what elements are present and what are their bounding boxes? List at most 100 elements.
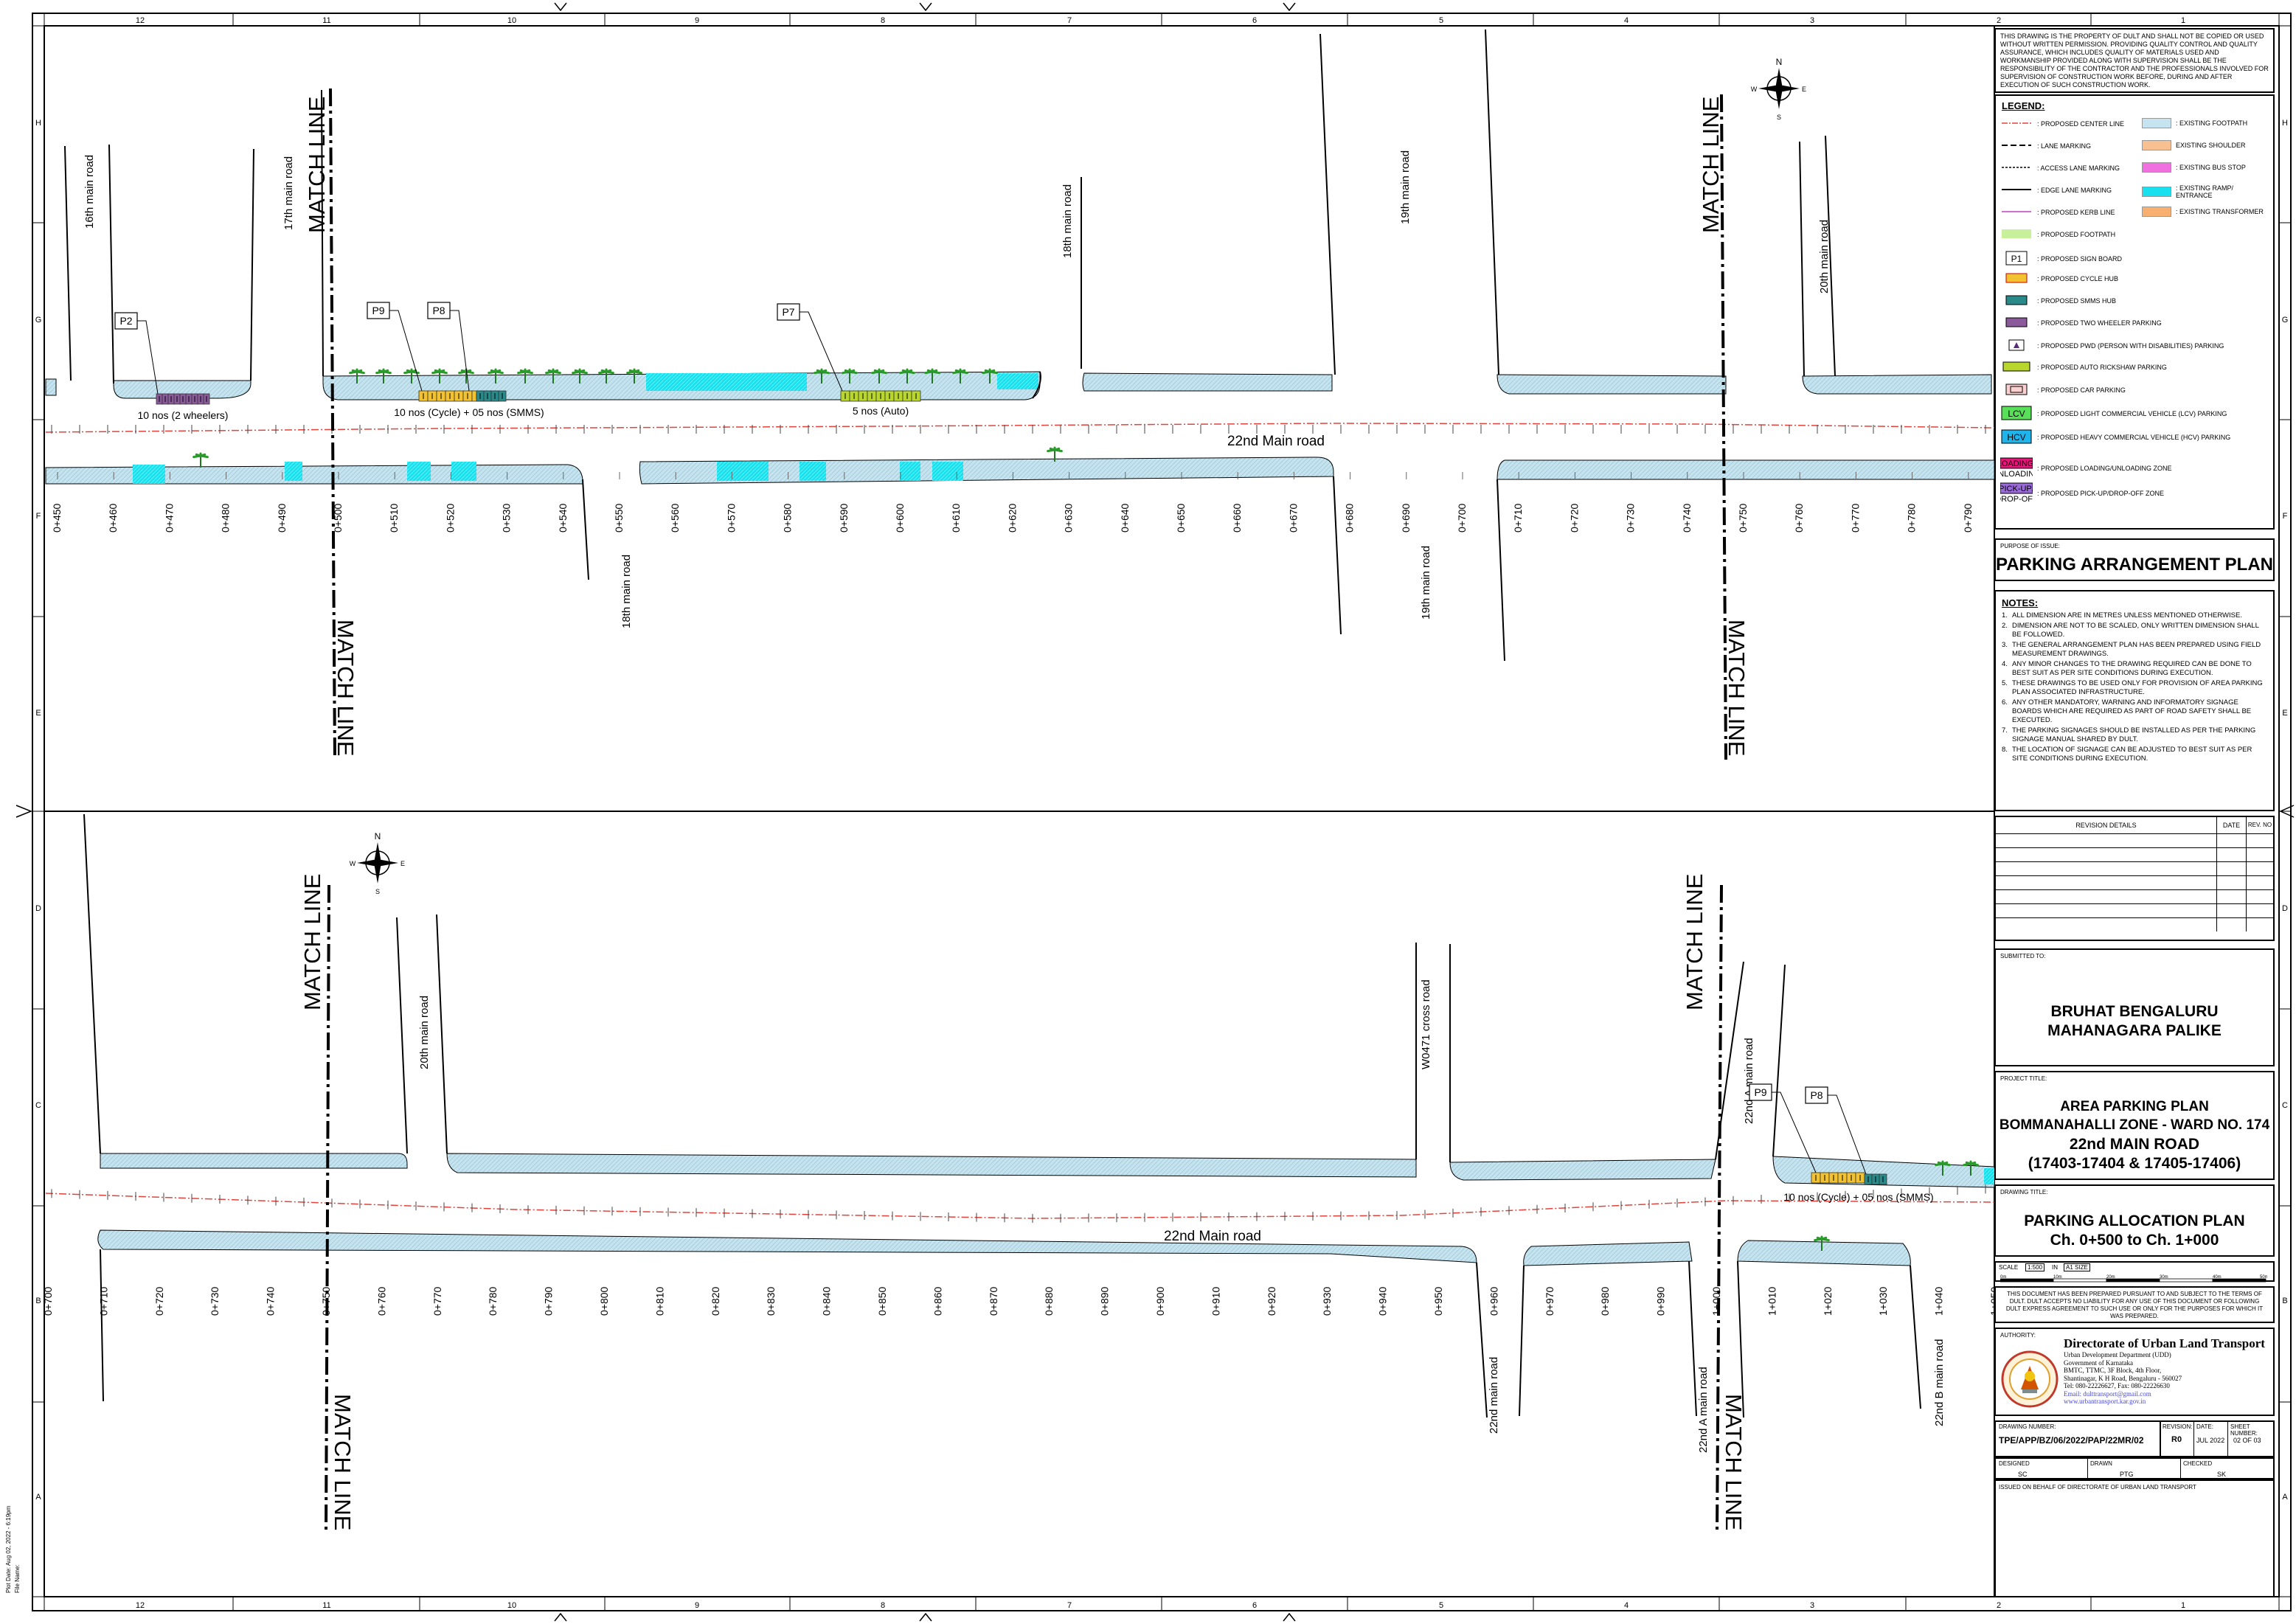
tree-icon	[517, 368, 533, 384]
match-line	[329, 88, 336, 760]
legend-label: : ACCESS LANE MARKING	[2037, 164, 2120, 172]
grid-row-label: E	[35, 709, 41, 718]
note-text: ALL DIMENSION ARE IN METRES UNLESS MENTI…	[2012, 611, 2242, 620]
legend-label: : PROPOSED LOADING/UNLOADING ZONE	[2037, 465, 2172, 472]
chainage-label: 1+040	[1933, 1286, 1945, 1316]
marker-p9-leader	[389, 310, 423, 392]
compass-n: N	[1776, 57, 1783, 67]
match-line-label: MATCH LINE	[1698, 97, 1724, 233]
chainage-label: 0+530	[501, 503, 513, 532]
loading-zone-icon: Loading/Unloading	[1992, 457, 2041, 479]
chainage-label: 0+710	[97, 1286, 109, 1316]
drawing-number: TPE/APP/BZ/06/2022/PAP/22MR/02	[1999, 1435, 2144, 1446]
notes-box: NOTES: 1. ALL DIMENSION ARE IN METRES UNL…	[1994, 590, 2275, 811]
main-road-label: 22nd Main road	[1164, 1229, 1261, 1244]
chainage-label: 0+560	[669, 503, 681, 532]
kerb	[1032, 371, 1041, 399]
marker-p8: P8	[1810, 1089, 1822, 1101]
legend-item: Pick-up/Drop-off: PROPOSED PICK-UP/DROP-…	[1995, 482, 2164, 504]
centering-arrow-icon	[554, 2, 567, 12]
drawing-number-label: DRAWING NUMBER:	[1999, 1423, 2056, 1430]
authority-email: Email: dulttransport@gmail.com	[2064, 1389, 2151, 1398]
chainage-label: 0+960	[1488, 1286, 1499, 1316]
tree-frond	[931, 370, 940, 375]
smms-hub	[1864, 1173, 1887, 1185]
project-line-3: 22nd MAIN ROAD	[2069, 1136, 2200, 1153]
smms-hub	[476, 390, 507, 402]
drawn-label: DRAWN	[2090, 1460, 2112, 1467]
project-line-2: BOMMANAHALLI ZONE - WARD NO. 174	[1999, 1117, 2270, 1133]
plot-date: Plot Date: Aug 02, 2022 - 6:19pm	[5, 1505, 12, 1593]
scale-size: A1 SIZE	[2064, 1263, 2090, 1271]
scale-tick-label: 30m	[2160, 1275, 2168, 1280]
grid-row-label: G	[2282, 316, 2289, 325]
tree-frond	[633, 370, 642, 375]
tree-icon	[626, 368, 642, 384]
authority-address: Urban Development Department (UDD) Govern…	[2064, 1351, 2182, 1406]
centering-arrow-icon	[2279, 805, 2295, 818]
submitted-line-2: MAHANAGARA PALIKE	[2047, 1022, 2222, 1039]
compass-w: W	[350, 860, 356, 867]
legend-item: : ACCESS LANE MARKING	[2000, 162, 2120, 174]
footpath-north	[1082, 372, 1333, 392]
scale-segment	[2000, 1278, 2054, 1283]
plot-info: Plot Date: Aug 02, 2022 - 6:19pm File Nam…	[5, 1505, 21, 1593]
tree-icon	[431, 368, 448, 384]
chainage-label: 0+760	[375, 1286, 387, 1316]
center-line-icon	[2000, 118, 2033, 130]
chainage-label: 0+550	[613, 503, 625, 532]
chainage-label: 0+720	[153, 1286, 165, 1316]
tree-frond	[1969, 1162, 1979, 1167]
grid-column-label: 7	[1067, 16, 1072, 25]
sign-board-icon: P1	[2000, 251, 2033, 267]
compass-s: S	[1777, 114, 1781, 121]
side-road-edge	[100, 1249, 104, 1402]
access-lane-icon	[2000, 162, 2033, 174]
street-label: 20th main road	[1818, 220, 1831, 294]
issued-box: ISSUED ON BEHALF OF DIRECTORATE OF URBAN…	[1994, 1479, 2275, 1597]
top-plan-view: MATCH LINE MATCH LINE MATCH LINE MATCH LINE…	[45, 29, 1995, 760]
footpath-south	[45, 464, 583, 485]
chainage-label: 0+830	[765, 1286, 777, 1316]
chainage-label: 0+640	[1119, 503, 1131, 532]
grid-row-label: H	[35, 119, 41, 128]
authority-address-line: Shantinagar, K H Road, Bengaluru - 56002…	[2064, 1374, 2182, 1382]
street-label: 19th main road	[1399, 150, 1412, 224]
proposed-footpath-icon	[2000, 229, 2033, 240]
footpath-north	[100, 1153, 408, 1169]
legend-label: : PROPOSED SMMS HUB	[2037, 297, 2117, 305]
tree-frond	[820, 370, 830, 375]
centering-arrow-icon	[919, 2, 932, 12]
tree-icon	[952, 368, 968, 384]
sheet-number-label: SHEET NUMBER:	[2230, 1423, 2258, 1437]
tree-frond	[552, 370, 561, 375]
marker-p9: P9	[372, 305, 384, 316]
existing-ramp	[900, 462, 920, 481]
authority-address-line: Urban Development Department (UDD)	[2064, 1351, 2171, 1358]
chainage-label: 0+940	[1377, 1286, 1389, 1316]
tree-icon	[1963, 1160, 1979, 1176]
project-title-box: PROJECT TITLE: AREA PARKING PLAN BOMMANA…	[1994, 1071, 2275, 1180]
revision-row	[1996, 889, 2273, 903]
note-text: THE PARKING SIGNAGES SHOULD BE INSTALLED…	[2012, 726, 2256, 743]
legend-label: : EXISTING BUS STOP	[2176, 164, 2246, 171]
legend-label: : PROPOSED TWO WHEELER PARKING	[2037, 319, 2162, 327]
legend-label: : PROPOSED CENTER LINE	[2037, 120, 2125, 128]
revision-details-header: REVISION DETAILS	[1996, 817, 2217, 833]
side-road-edge	[1476, 1262, 1488, 1418]
match-line	[1720, 94, 1727, 760]
chainage-label: 0+470	[163, 503, 175, 532]
grid-row-label: D	[35, 904, 41, 913]
scale-box: SCALE 1:500 IN A1 SIZE 0m 10m 20m 30m 40m 50m	[1994, 1261, 2275, 1283]
pwd-parking-icon	[2000, 339, 2033, 353]
chainage-label: 0+990	[1655, 1286, 1667, 1316]
chainage-label: 0+840	[821, 1286, 833, 1316]
tree-icon	[572, 368, 588, 384]
grid-row-label: F	[2283, 512, 2288, 521]
grid-column-label: 2	[1997, 1601, 2001, 1610]
north-arrow-icon: N E W S	[350, 831, 405, 895]
revision-row	[1996, 917, 2273, 931]
tree-icon	[349, 368, 365, 384]
side-road-edge	[108, 144, 114, 384]
note-item: 5. THESE DRAWINGS TO BE USED ONLY FOR PRO…	[2002, 679, 2267, 697]
